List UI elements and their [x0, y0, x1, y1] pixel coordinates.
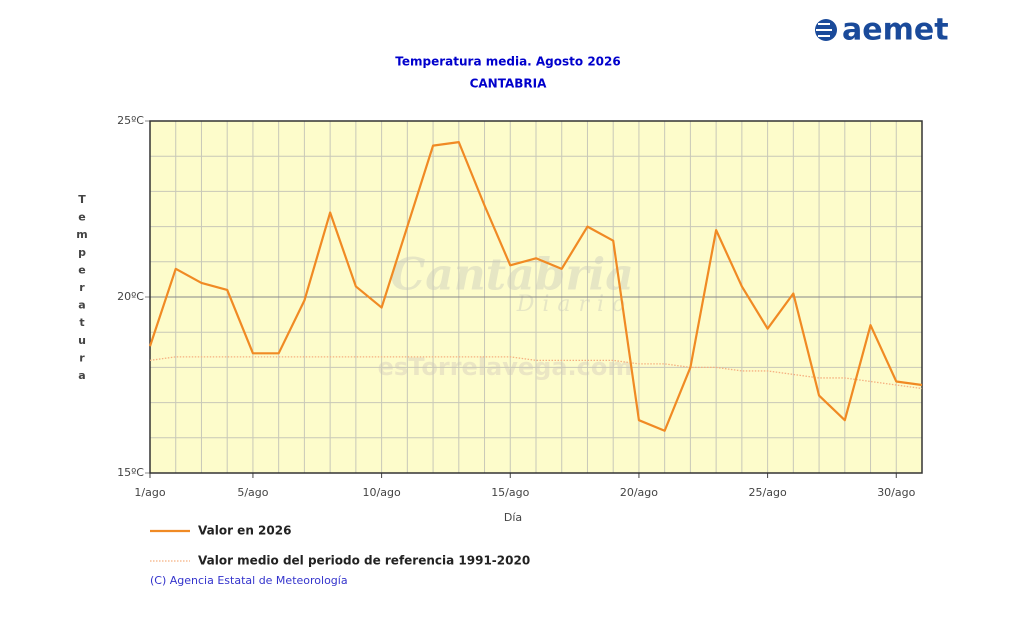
series-line [148, 141, 923, 432]
watermark: Cantabria [390, 250, 634, 301]
x-tick-label: 10/ago [363, 486, 401, 499]
chart-subtitle: CANTABRIA [470, 77, 548, 91]
x-tick-label: 1/ago [134, 486, 165, 499]
legend-label: Valor en 2026 [198, 524, 291, 538]
x-tick-label: 25/ago [749, 486, 787, 499]
logo-text: aemet [842, 13, 949, 48]
legend-label: Valor medio del periodo de referencia 19… [198, 554, 530, 568]
logo: aemet [815, 13, 949, 48]
copyright: (C) Agencia Estatal de Meteorología [150, 574, 348, 587]
x-tick-label: 15/ago [491, 486, 529, 499]
x-tick-label: 5/ago [237, 486, 268, 499]
watermark: Diario [516, 292, 634, 317]
x-tick-label: 30/ago [877, 486, 915, 499]
chart-title: Temperatura media. Agosto 2026 [395, 55, 620, 69]
x-axis-label: Día [504, 511, 522, 524]
y-tick-label: 25ºC [117, 114, 144, 127]
y-tick-label: 15ºC [117, 466, 144, 479]
x-tick-label: 20/ago [620, 486, 658, 499]
y-tick-label: 20ºC [117, 290, 144, 303]
plot-border [149, 120, 923, 474]
logo-icon-lines [816, 23, 832, 37]
